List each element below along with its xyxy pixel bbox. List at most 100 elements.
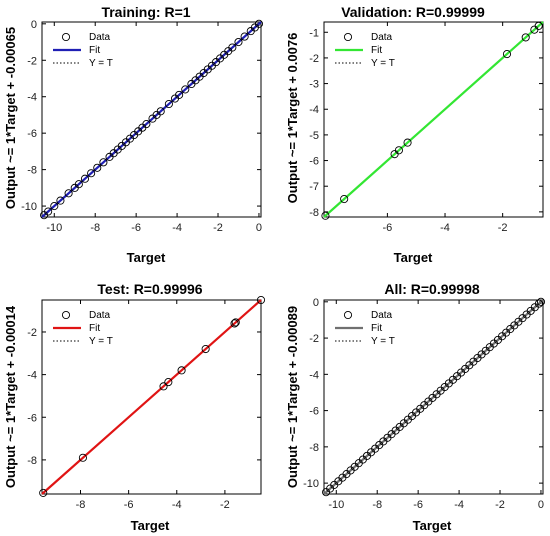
y-tick-label: -6	[309, 406, 319, 418]
legend-label: Fit	[89, 323, 100, 334]
fit-line	[41, 21, 262, 218]
legend-label: Y = T	[89, 336, 113, 347]
data-point	[156, 107, 165, 116]
x-tick-label: -8	[76, 499, 86, 511]
y-tick-label: 0	[31, 19, 37, 31]
x-tick-label: -4	[454, 499, 464, 511]
data-point	[93, 163, 102, 172]
panel-test: Test: R=0.99996 Target Output ~= 1*Targe…	[3, 281, 266, 533]
data-point	[177, 366, 186, 375]
y-tick-label: -3	[309, 79, 319, 91]
data-point	[164, 378, 173, 387]
x-tick-label: -4	[440, 222, 450, 234]
x-tick-label: -2	[220, 499, 230, 511]
legend-label: Y = T	[89, 58, 113, 69]
legend-label: Fit	[371, 45, 382, 56]
data-point	[44, 207, 53, 216]
legend-label: Y = T	[371, 58, 395, 69]
data-point	[39, 488, 48, 497]
x-tick-label: -2	[495, 499, 505, 511]
y-tick-label: 0	[313, 297, 319, 309]
x-tick-label: -10	[46, 222, 62, 234]
y-tick-label: -2	[27, 327, 37, 339]
data-point	[50, 202, 59, 211]
data-point	[175, 90, 184, 99]
legend-label: Fit	[371, 323, 382, 334]
data-point	[74, 180, 83, 189]
y-tick-label: -4	[27, 370, 37, 382]
x-tick-label: -8	[372, 499, 382, 511]
x-axis-label: Target	[413, 518, 452, 533]
y-axis-label: Output ~= 1*Target + 0.0076	[285, 33, 300, 204]
y-tick-label: -2	[309, 53, 319, 65]
data-point	[80, 174, 90, 183]
legend-label: Y = T	[371, 336, 395, 347]
fit-line	[41, 299, 262, 495]
x-tick-label: -4	[172, 222, 182, 234]
data-point	[78, 453, 87, 462]
data-point	[164, 99, 173, 109]
y-tick-label: -7	[309, 181, 319, 193]
data-point	[403, 138, 412, 147]
y-tick-label: -10	[303, 478, 319, 490]
y-tick-label: -4	[27, 92, 37, 104]
data-point	[240, 32, 249, 41]
data-point	[231, 318, 240, 327]
x-tick-label: -6	[124, 499, 134, 511]
x-axis-label: Target	[394, 250, 433, 265]
fit-line	[323, 299, 544, 495]
y-tick-label: -4	[309, 104, 319, 116]
y-axis-label: Output ~= 1*Target + -0.00065	[3, 27, 18, 209]
y-tick-label: -1	[309, 27, 319, 39]
data-point	[340, 194, 349, 204]
data-point	[159, 382, 168, 391]
legend-label: Fit	[89, 45, 100, 56]
panel-training: Training: R=1 Target Output ~= 1*Target …	[3, 4, 264, 265]
data-point	[99, 158, 108, 167]
y-axis-label: Output ~= 1*Target + -0.00089	[285, 306, 300, 488]
data-point	[536, 297, 546, 306]
panel-title: All: R=0.99998	[384, 281, 480, 297]
data-point	[254, 19, 264, 28]
x-tick-label: 0	[256, 222, 262, 234]
legend-marker-data	[61, 32, 71, 42]
data-point	[230, 319, 239, 328]
x-tick-label: -6	[131, 222, 141, 234]
x-tick-label: -6	[383, 222, 393, 234]
x-tick-label: -6	[413, 499, 423, 511]
x-axis-label: Target	[131, 518, 170, 533]
data-point	[142, 120, 151, 129]
panel-title: Test: R=0.99996	[97, 281, 202, 297]
data-point	[181, 85, 190, 94]
fit-line	[323, 21, 544, 218]
y-tick-label: -8	[27, 455, 37, 467]
x-tick-label: -2	[213, 222, 223, 234]
x-tick-label: -10	[328, 499, 344, 511]
y-tick-label: -10	[21, 201, 37, 213]
y-tick-label: -2	[27, 55, 37, 67]
data-point	[534, 299, 543, 308]
legend-label: Data	[89, 32, 111, 43]
x-axis-label: Target	[127, 250, 166, 265]
data-point	[321, 211, 330, 220]
y-tick-label: -8	[27, 165, 37, 177]
panel-title: Validation: R=0.99999	[341, 4, 485, 20]
x-tick-label: 0	[538, 499, 544, 511]
y-tick-label: -6	[27, 128, 37, 140]
panel-validation: Validation: R=0.99999 Target Output ~= 1…	[285, 4, 544, 265]
data-point	[534, 21, 543, 30]
x-tick-label: -4	[172, 499, 182, 511]
legend-label: Data	[89, 310, 111, 321]
data-point	[228, 43, 237, 52]
x-tick-label: -8	[90, 222, 100, 234]
y-tick-label: -6	[27, 412, 37, 424]
legend-marker-data	[343, 32, 353, 42]
y-tick-label: -8	[309, 442, 319, 454]
y-tick-label: -6	[309, 156, 319, 168]
x-tick-label: -2	[498, 222, 508, 234]
legend-label: Data	[371, 32, 393, 43]
panel-title: Training: R=1	[101, 4, 190, 20]
y-tick-label: -8	[309, 207, 319, 219]
data-point	[234, 37, 243, 47]
